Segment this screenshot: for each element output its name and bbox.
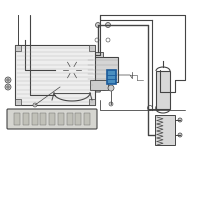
Circle shape [5,77,11,83]
Bar [88,57,118,82]
Bar [15,99,21,105]
Bar [107,70,116,84]
Bar [23,113,29,125]
Circle shape [68,66,76,74]
Circle shape [57,55,87,85]
Bar [15,45,21,51]
Bar [15,45,95,105]
Bar [66,113,72,125]
Bar [89,99,95,105]
Bar [49,113,55,125]
Bar [89,45,95,51]
Bar [155,115,175,145]
Circle shape [96,22,101,27]
Bar [84,113,90,125]
Bar [14,113,20,125]
Circle shape [178,118,182,122]
Bar [40,113,46,125]
Circle shape [5,84,11,90]
Circle shape [63,61,81,79]
Circle shape [108,85,114,91]
Circle shape [102,86,106,90]
Circle shape [106,22,110,27]
Circle shape [109,102,113,106]
Circle shape [7,86,9,88]
Circle shape [50,48,94,92]
Bar [32,113,38,125]
Bar [75,113,81,125]
Circle shape [33,103,37,107]
Bar [58,113,64,125]
Bar [93,52,103,57]
Circle shape [178,133,182,137]
Bar [90,80,108,90]
Bar [156,71,170,109]
Circle shape [7,79,9,81]
Polygon shape [55,85,103,92]
FancyBboxPatch shape [7,109,97,129]
